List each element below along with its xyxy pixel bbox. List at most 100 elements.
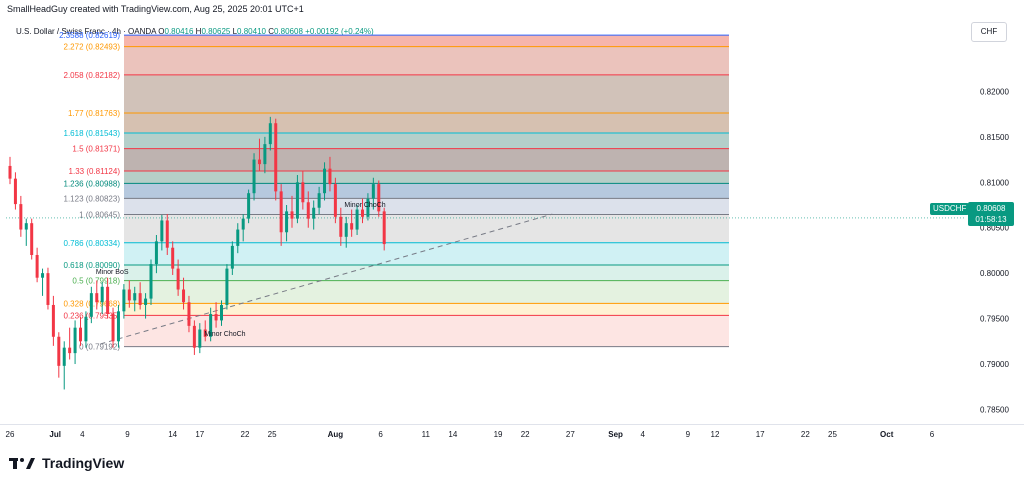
annotations-group: Minor ChoCh Minor BoS Minor ChoCh — [96, 202, 386, 338]
y-tick-label: 0.81000 — [980, 178, 1009, 187]
candle-body — [144, 298, 148, 305]
x-tick-label: 22 — [521, 430, 530, 439]
candle-body — [268, 123, 272, 145]
x-tick-label: 22 — [801, 430, 810, 439]
candle-body — [220, 304, 223, 321]
candle-body — [295, 182, 299, 219]
high-value: 0.80625 — [201, 27, 231, 36]
trendline-group — [6, 213, 965, 345]
x-tick-label: 27 — [566, 430, 575, 439]
y-tick-label: 0.80000 — [980, 269, 1009, 278]
symbol-price-tag: USDCHF — [930, 203, 970, 215]
y-tick-label: 0.81500 — [980, 133, 1009, 142]
candle-body — [24, 223, 28, 230]
candle-body — [312, 207, 316, 219]
x-tick-label: 4 — [640, 430, 645, 439]
candle-body — [252, 159, 256, 194]
current-price-value: 0.80608 — [976, 204, 1006, 213]
x-tick-label: 22 — [241, 430, 250, 439]
fib-zone — [124, 112, 729, 133]
x-tick-label: 17 — [195, 430, 204, 439]
candle-body — [377, 184, 381, 212]
close-value: 0.80608 — [273, 27, 303, 36]
candle-body — [192, 325, 196, 348]
chart-annotation: Minor ChoCh — [344, 202, 385, 209]
fib-zone — [124, 198, 729, 215]
y-tick-label: 0.79000 — [980, 360, 1009, 369]
fib-zone — [124, 132, 729, 149]
chart-annotation: Minor ChoCh — [204, 331, 245, 338]
low-label: L — [232, 27, 238, 36]
x-tick-label: Jul — [49, 430, 61, 439]
candle-body — [73, 327, 77, 354]
x-tick-label: 26 — [6, 430, 15, 439]
candle-body — [344, 223, 348, 237]
time-axis: 26 Jul 4 9 14 17 22 25 Aug 6 11 14 19 22 27 Sep 4 9 12 17 22… — [0, 424, 1024, 439]
fib-zone — [124, 315, 729, 347]
candle-body — [355, 209, 359, 230]
x-tick-label: 6 — [378, 430, 383, 439]
x-tick-label: 9 — [125, 430, 130, 439]
currency-button[interactable]: CHF — [971, 22, 1007, 42]
tradingview-logo[interactable]: TradingView — [9, 455, 124, 471]
candle-body — [116, 311, 120, 342]
candle-body — [263, 144, 267, 165]
candle-body — [68, 347, 72, 354]
fib-zone — [124, 171, 729, 184]
candle-body — [57, 336, 61, 366]
candle-body — [89, 293, 93, 317]
fib-level-label: 2.058 (0.82182) — [64, 71, 121, 80]
candle-body — [84, 316, 88, 342]
fib-zone — [124, 46, 729, 75]
candle-body — [328, 168, 332, 185]
candle-body — [111, 314, 115, 342]
fib-level-label: 1.236 (0.80988) — [64, 179, 121, 188]
tradingview-logo-text: TradingView — [42, 455, 125, 471]
fib-level-label: 1.618 (0.81543) — [64, 129, 121, 138]
x-tick-label: 25 — [268, 430, 277, 439]
symbol-title: U.S. Dollar / Swiss Franc · 4h · OANDA — [16, 27, 157, 36]
fib-zone — [124, 35, 729, 47]
candle-body — [62, 347, 66, 366]
chart-annotation: Minor BoS — [96, 269, 129, 276]
x-tick-label: 11 — [422, 430, 431, 439]
fib-level-label: 1.77 (0.81763) — [68, 109, 120, 118]
candle-body — [149, 264, 153, 299]
fib-zone — [124, 280, 729, 304]
x-tick-label: Aug — [328, 430, 344, 439]
chart-attribution: SmallHeadGuy created with TradingView.co… — [7, 4, 304, 14]
x-tick-label: 17 — [756, 430, 765, 439]
fib-zone — [124, 74, 729, 113]
candle-body — [106, 286, 110, 315]
fib-zones — [124, 35, 729, 347]
candle-body — [274, 123, 278, 192]
x-tick-label: 25 — [828, 430, 837, 439]
candle-body — [122, 289, 126, 312]
candle-body — [8, 165, 12, 179]
candle-body — [382, 211, 386, 245]
candle-body — [154, 241, 158, 265]
candle-body — [41, 273, 45, 278]
candle-body — [241, 218, 245, 230]
fib-zone — [124, 264, 729, 281]
x-tick-label: 12 — [711, 430, 720, 439]
fib-level-label: 1.5 (0.81371) — [72, 145, 120, 154]
change-value: +0.00192 (+0.24%) — [305, 27, 374, 36]
candle-body — [79, 327, 82, 342]
fib-level-label: 1.123 (0.80823) — [64, 194, 121, 203]
trendline — [100, 213, 553, 345]
candle-body — [323, 168, 327, 194]
tradingview-logo-icon — [9, 458, 35, 469]
candle-body — [138, 293, 142, 305]
candle-body — [127, 289, 131, 301]
candle-body — [306, 202, 310, 219]
fib-level-label: 0.618 (0.80090) — [64, 261, 121, 270]
candle-body — [257, 159, 261, 165]
price-axis: 0.82000 0.81500 0.81000 0.80500 0.80000 0.795… — [980, 87, 1009, 414]
candle-body — [160, 220, 164, 242]
candle-body — [339, 216, 343, 237]
y-tick-label: 0.78500 — [980, 405, 1009, 414]
candle-body — [301, 182, 305, 203]
fib-zone — [124, 148, 729, 172]
